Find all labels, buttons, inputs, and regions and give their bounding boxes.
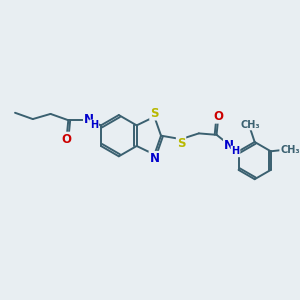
Text: O: O — [61, 133, 71, 146]
Text: H: H — [231, 146, 239, 156]
Text: N: N — [224, 139, 234, 152]
Text: CH₃: CH₃ — [280, 145, 300, 155]
Text: O: O — [214, 110, 224, 123]
Text: H: H — [90, 120, 98, 130]
Text: N: N — [84, 113, 94, 126]
Text: N: N — [149, 152, 159, 165]
Text: S: S — [177, 136, 185, 150]
Text: CH₃: CH₃ — [241, 119, 260, 130]
Text: S: S — [150, 106, 159, 120]
